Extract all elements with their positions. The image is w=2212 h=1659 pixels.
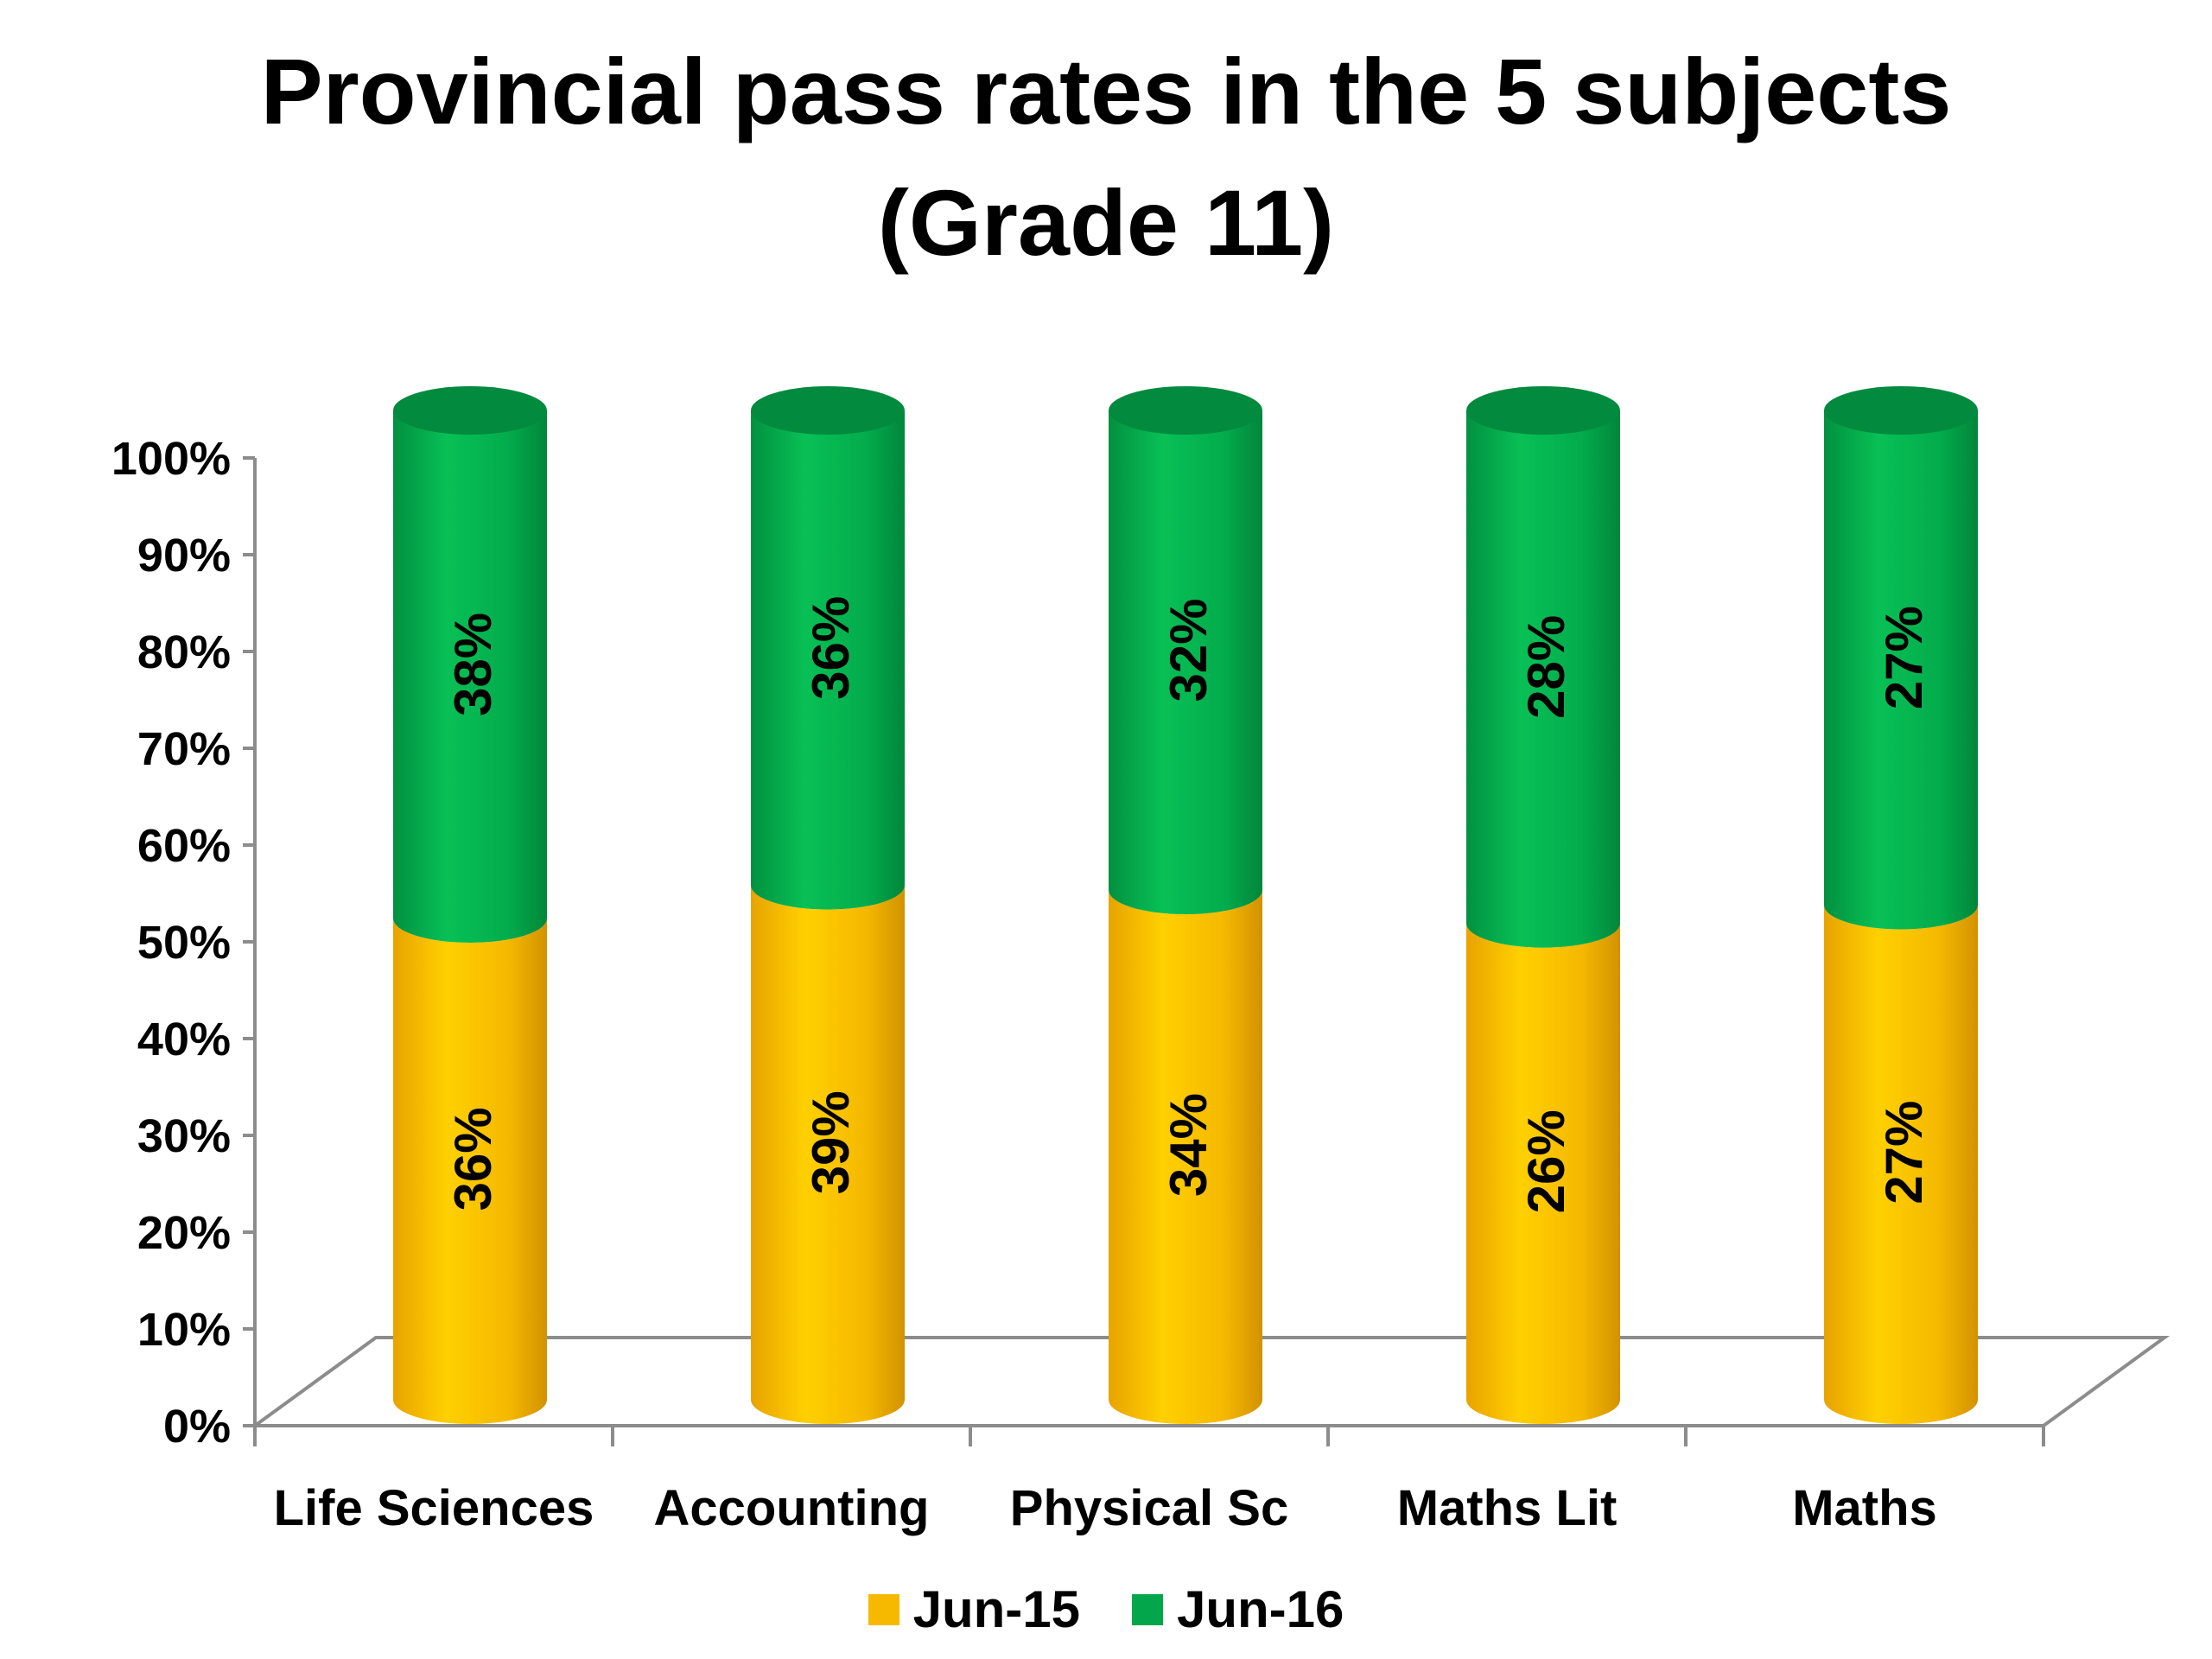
y-tick-label: 90% [137,530,231,582]
y-tick-label: 20% [137,1207,231,1259]
bar-top-cap [393,386,547,435]
data-label-jun-16: 27% [1875,606,1933,709]
chart-title-line-1: Provincial pass rates in the 5 subjects [260,39,1952,143]
bar-segment-jun-16 [1109,410,1262,915]
bar-segment-jun-16 [751,410,905,910]
labels: 36% 38% 39% 36% 34% 32% 26% 28% 27% 27% [444,596,1933,1214]
data-label-jun-15: 26% [1517,1109,1575,1213]
bars [393,386,1978,1424]
data-label-jun-16: 36% [802,596,860,700]
x-tick-label: Physical Sc [1010,1480,1288,1536]
bar-top-cap [751,386,905,435]
y-tick-label: 40% [137,1014,231,1065]
y-tick-label: 50% [137,917,231,969]
legend: Jun-15 Jun-16 [0,1580,2212,1639]
data-label-jun-15: 34% [1160,1093,1217,1197]
y-tick-label: 30% [137,1110,231,1162]
data-label-jun-15: 36% [444,1107,502,1211]
y-tick-label: 100% [111,433,231,485]
y-tick-label: 70% [137,723,231,775]
bar-segment-jun-16 [1824,410,1978,930]
bar-segment-jun-15 [1824,905,1978,1424]
x-tick-label: Life Sciences [274,1480,594,1536]
bar-top-cap [1109,386,1262,435]
data-label-jun-16: 28% [1517,615,1575,719]
y-tick-label: 0% [163,1401,231,1452]
data-label-jun-15: 39% [802,1090,860,1194]
y-tick-label: 60% [137,820,231,872]
y-tick-label: 80% [137,626,231,678]
bar-segment-jun-15 [751,885,905,1424]
chart-title-line-2: (Grade 11) [877,170,1335,275]
bar-top-cap [1824,386,1978,435]
bar-segment-jun-16 [1466,410,1620,948]
legend-swatch-jun-16 [1132,1593,1163,1625]
axes: 0% 10% 20% 30% 40% 50% 60% 70% 80% 90% 100% Life Sc… [111,433,2171,1536]
chart-floor [249,1336,2171,1427]
bar-segment-jun-15 [1466,923,1620,1424]
bar-top-cap [1466,386,1620,435]
x-tick-label: Accounting [654,1480,930,1536]
legend-item-jun-16: Jun-16 [1132,1580,1344,1639]
legend-label-jun-16: Jun-16 [1177,1580,1344,1638]
data-label-jun-15: 27% [1875,1101,1933,1205]
x-tick-label: Maths Lit [1397,1480,1618,1536]
chart-title: Provincial pass rates in the 5 subjects … [0,26,2212,289]
legend-swatch-jun-15 [868,1593,899,1625]
data-label-jun-16: 32% [1160,599,1217,702]
bar-segment-jun-15 [1109,890,1262,1424]
bar-segment-jun-16 [393,410,547,943]
data-label-jun-16: 38% [444,613,502,716]
x-tick-label: Maths [1792,1480,1937,1536]
bar-segment-jun-15 [393,918,547,1424]
legend-label-jun-15: Jun-15 [912,1580,1080,1638]
legend-item-jun-15: Jun-15 [868,1580,1080,1639]
y-tick-label: 10% [137,1304,231,1356]
